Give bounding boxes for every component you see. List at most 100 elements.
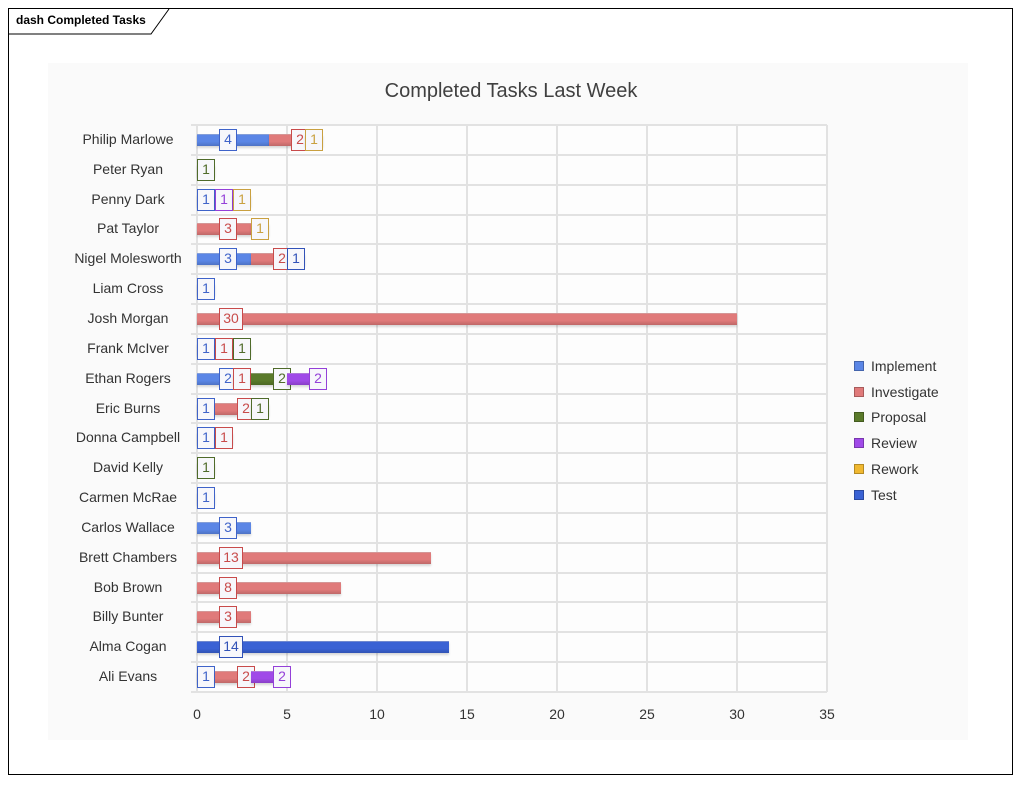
grid-line-horizontal [191,362,827,365]
grid-line-horizontal [191,422,827,425]
bar-segment-investigate[interactable] [197,312,737,325]
legend-swatch-icon [854,464,864,475]
y-category-label: Peter Ryan [92,160,164,177]
data-value-label: 3 [219,606,237,629]
grid-line-horizontal [191,541,827,544]
data-value-label: 1 [251,397,269,420]
legend-swatch-icon [854,412,864,423]
legend-item-rework[interactable]: Rework [854,456,939,482]
legend-label: Investigate [871,383,939,400]
data-value-label: 2 [273,666,291,689]
y-category-label: Carlos Wallace [81,518,175,535]
grid-line-horizontal [191,243,827,246]
data-value-label: 1 [197,278,215,301]
bar-segment-review[interactable] [251,671,287,684]
data-value-label: 1 [305,128,323,151]
grid-line-vertical [286,125,288,692]
x-tick-label: 5 [283,706,291,722]
y-category-label: Nigel Molesworth [74,250,182,267]
data-value-label: 2 [309,367,327,390]
bar-segment-investigate[interactable] [269,133,305,146]
grid-line-horizontal [191,303,827,306]
y-category-label: Josh Morgan [87,309,169,326]
data-value-label: 8 [219,576,237,599]
bar-segment-implement[interactable] [197,372,233,385]
data-value-label: 1 [197,397,215,420]
grid-line-vertical [646,125,648,692]
plot-area: 4 2 1 1 1 1 1 3 1 3 2 1 1 30 1 1 1 2 1 2 2 1 2 1 1 1 1 1 3 13 8 3 14 1 2 2 [191,124,828,693]
bar-segment-review[interactable] [287,372,323,385]
y-category-label: Alma Cogan [89,638,167,655]
y-category-label: David Kelly [92,459,164,476]
data-value-label: 3 [219,218,237,241]
grid-line-vertical [376,125,378,692]
grid-line-horizontal [191,571,827,574]
data-value-label: 3 [219,516,237,539]
legend-swatch-icon [854,360,864,371]
legend-label: Implement [871,357,937,374]
frame-tab-shape [8,8,170,35]
x-tick-label: 20 [549,706,565,722]
grid-line-horizontal [191,392,827,395]
bar-segment-investigate[interactable] [215,671,251,684]
grid-line-vertical [826,125,828,692]
y-category-label: Donna Campbell [75,429,181,446]
legend-item-proposal[interactable]: Proposal [854,405,939,431]
legend-item-implement[interactable]: Implement [854,353,939,379]
grid-line-horizontal [191,452,827,455]
data-value-label: 30 [219,307,243,330]
data-value-label: 13 [219,546,243,569]
chart-title: Completed Tasks Last Week [384,80,638,102]
bar-segment-investigate[interactable] [251,253,287,266]
bar-segment-investigate[interactable] [197,581,341,594]
y-category-label: Philip Marlowe [82,130,174,147]
legend-item-test[interactable]: Test [854,482,939,508]
data-value-label: 1 [233,337,251,360]
grid-line-vertical [556,125,558,692]
data-value-label: 1 [233,367,251,390]
y-category-label: Brett Chambers [78,548,178,565]
x-tick-label: 30 [729,706,745,722]
y-category-label: Eric Burns [95,399,161,416]
grid-line-vertical [736,125,738,692]
grid-line-horizontal [191,332,827,335]
legend-label: Review [871,435,917,452]
y-category-label: Bob Brown [93,578,163,595]
legend-item-investigate[interactable]: Investigate [854,379,939,405]
frame-label: dash Completed Tasks [16,13,146,27]
legend-label: Rework [871,461,919,478]
x-tick-label: 15 [459,706,475,722]
grid-line-horizontal [191,183,827,186]
y-category-label: Carmen McRae [78,489,178,506]
data-value-label: 1 [197,457,215,480]
y-category-label: Ethan Rogers [85,369,171,386]
grid-line-horizontal [191,661,827,664]
bar-segment-proposal[interactable] [251,372,287,385]
legend-item-review[interactable]: Review [854,430,939,456]
bar-segment-investigate[interactable] [197,551,431,564]
grid-line-horizontal [191,691,827,693]
legend-swatch-icon [854,386,864,397]
bar-segment-investigate[interactable] [215,402,251,415]
y-category-label: Penny Dark [91,190,165,207]
data-value-label: 3 [219,248,237,271]
grid-line-horizontal [191,631,827,634]
legend-swatch-icon [854,438,864,449]
bar-segment-test[interactable] [197,641,449,654]
data-value-label: 1 [287,248,305,271]
x-tick-label: 10 [369,706,385,722]
data-value-label: 1 [197,487,215,510]
data-value-label: 14 [219,636,243,659]
data-value-label: 1 [197,188,215,211]
y-category-label: Pat Taylor [97,220,159,237]
grid-line-horizontal [191,124,827,126]
data-value-label: 1 [197,337,215,360]
grid-line-horizontal [191,213,827,216]
grid-line-horizontal [191,273,827,276]
grid-line-horizontal [191,511,827,514]
y-category-label: Billy Bunter [92,608,164,625]
chart-legend: Implement Investigate Proposal Review Rework… [854,353,939,508]
grid-line-horizontal [191,482,827,485]
data-value-label: 1 [215,188,233,211]
grid-line-horizontal [191,601,827,604]
